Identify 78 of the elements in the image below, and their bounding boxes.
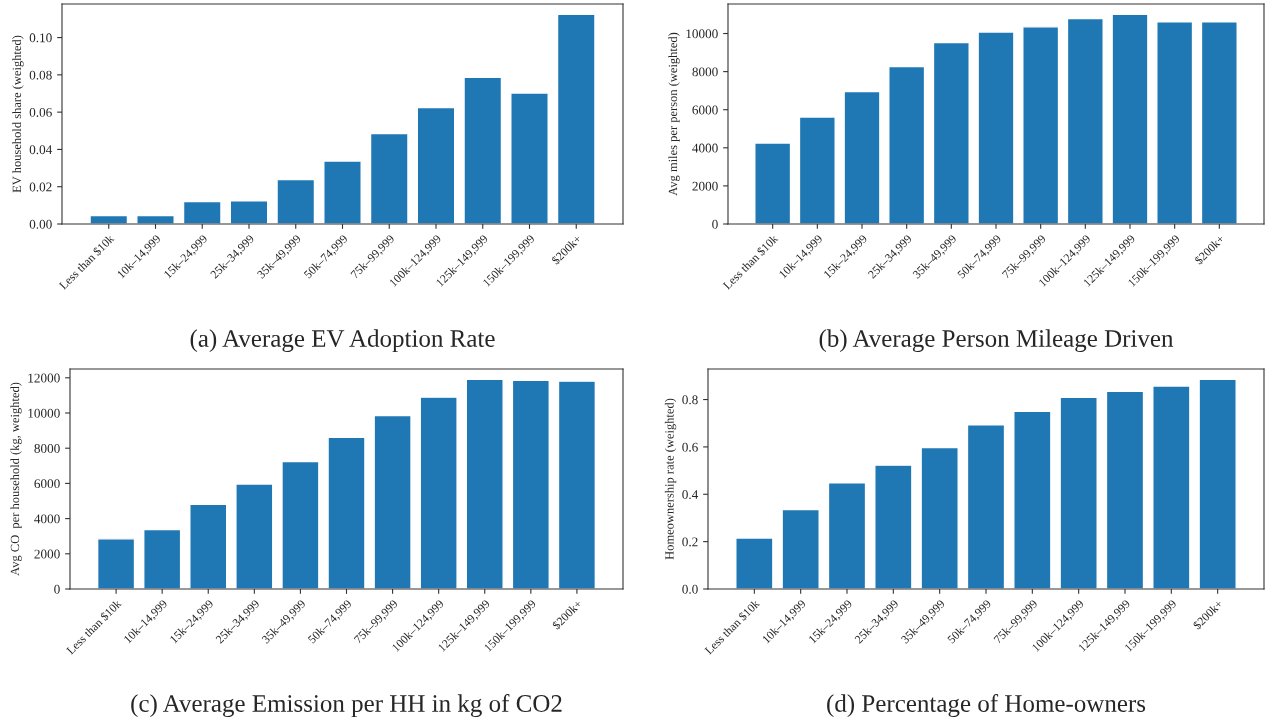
y-tick-label: 12000 [28, 373, 60, 383]
y-tick-label: 0 [712, 219, 718, 229]
bar [1022, 26, 1060, 224]
text: (c) Average Emission per HH in kg of CO2 [131, 694, 562, 718]
y-tick-label: 0.02 [29, 182, 52, 192]
bar [966, 424, 1006, 589]
y-tick-label: 0.04 [29, 145, 53, 155]
y-tick-label: 4000 [34, 514, 60, 524]
bar [419, 396, 458, 589]
bar [1198, 378, 1237, 589]
bar [556, 13, 596, 224]
bar [323, 160, 362, 224]
bar [465, 378, 504, 589]
bar [888, 65, 926, 224]
bar [798, 116, 836, 224]
y-tick-label: 8000 [692, 67, 718, 77]
y-axis-title: EV household share (weighted) [12, 35, 24, 193]
y-tick-label: 0.6 [682, 442, 698, 452]
bar [827, 482, 867, 589]
bar [557, 380, 597, 589]
bar [182, 200, 222, 224]
y-tick-label: 4000 [692, 143, 718, 153]
bar [1152, 385, 1191, 589]
text: (a) Average EV Adoption Rate [190, 329, 495, 353]
bar [229, 199, 269, 224]
bar [276, 178, 316, 224]
y-tick-label: 0.8 [682, 395, 698, 405]
bar [416, 106, 456, 224]
y-axis-title: Avg miles per person (weighted) [668, 32, 680, 196]
y-tick-label: 6000 [34, 479, 60, 489]
bar [1013, 410, 1052, 589]
bar [874, 464, 913, 589]
y-axis-title: Homeownership rate (weighted) [664, 398, 677, 560]
bar [754, 142, 792, 224]
y-tick-label: 8000 [34, 444, 60, 453]
bar [189, 503, 228, 589]
bar [1200, 21, 1238, 224]
x-tick-label: Less than $10k [58, 233, 116, 291]
y-tick-label: 2000 [34, 549, 60, 559]
x-tick-label: Less than $10k [65, 598, 123, 656]
bar [977, 31, 1015, 224]
y-tick-label: 0.10 [29, 33, 52, 43]
bar [96, 538, 136, 589]
y-tick-label: 0.00 [29, 219, 52, 229]
bar [511, 379, 550, 589]
bar [327, 436, 366, 589]
bar [373, 414, 412, 589]
y-tick-label: 0.2 [682, 537, 698, 547]
bar [843, 90, 881, 224]
text: (b) Average Person Mileage Driven [819, 329, 1174, 353]
y-axis-title: Avg CO per household (kg, weighted) [10, 382, 22, 576]
y-tick-label: 0.08 [29, 70, 52, 80]
y-tick-label: 10000 [686, 29, 718, 39]
bar [920, 446, 959, 589]
bar [1066, 17, 1104, 224]
bar [1105, 390, 1145, 589]
bar [1059, 396, 1098, 589]
bar [369, 132, 409, 224]
bar [463, 76, 503, 224]
bar [281, 460, 320, 589]
y-tick-label: 0.06 [29, 107, 52, 117]
bar [143, 528, 182, 589]
x-tick-label: Less than $10k [722, 233, 780, 291]
y-tick-label: 0.4 [682, 490, 699, 500]
y-tick-label: 10000 [28, 408, 60, 418]
bar [932, 41, 970, 224]
y-tick-label: 0 [54, 584, 60, 594]
y-tick-label: 2000 [692, 181, 718, 191]
bar [1156, 21, 1194, 224]
bar [781, 508, 820, 589]
x-tick-label: Less than $10k [703, 598, 761, 656]
y-tick-label: 6000 [692, 105, 718, 115]
y-tick-label: 0.0 [682, 584, 698, 594]
bar [735, 537, 774, 589]
bar [235, 483, 274, 589]
bar [510, 92, 549, 224]
text: (d) Percentage of Home-owners [827, 694, 1146, 718]
bar [1111, 13, 1149, 224]
